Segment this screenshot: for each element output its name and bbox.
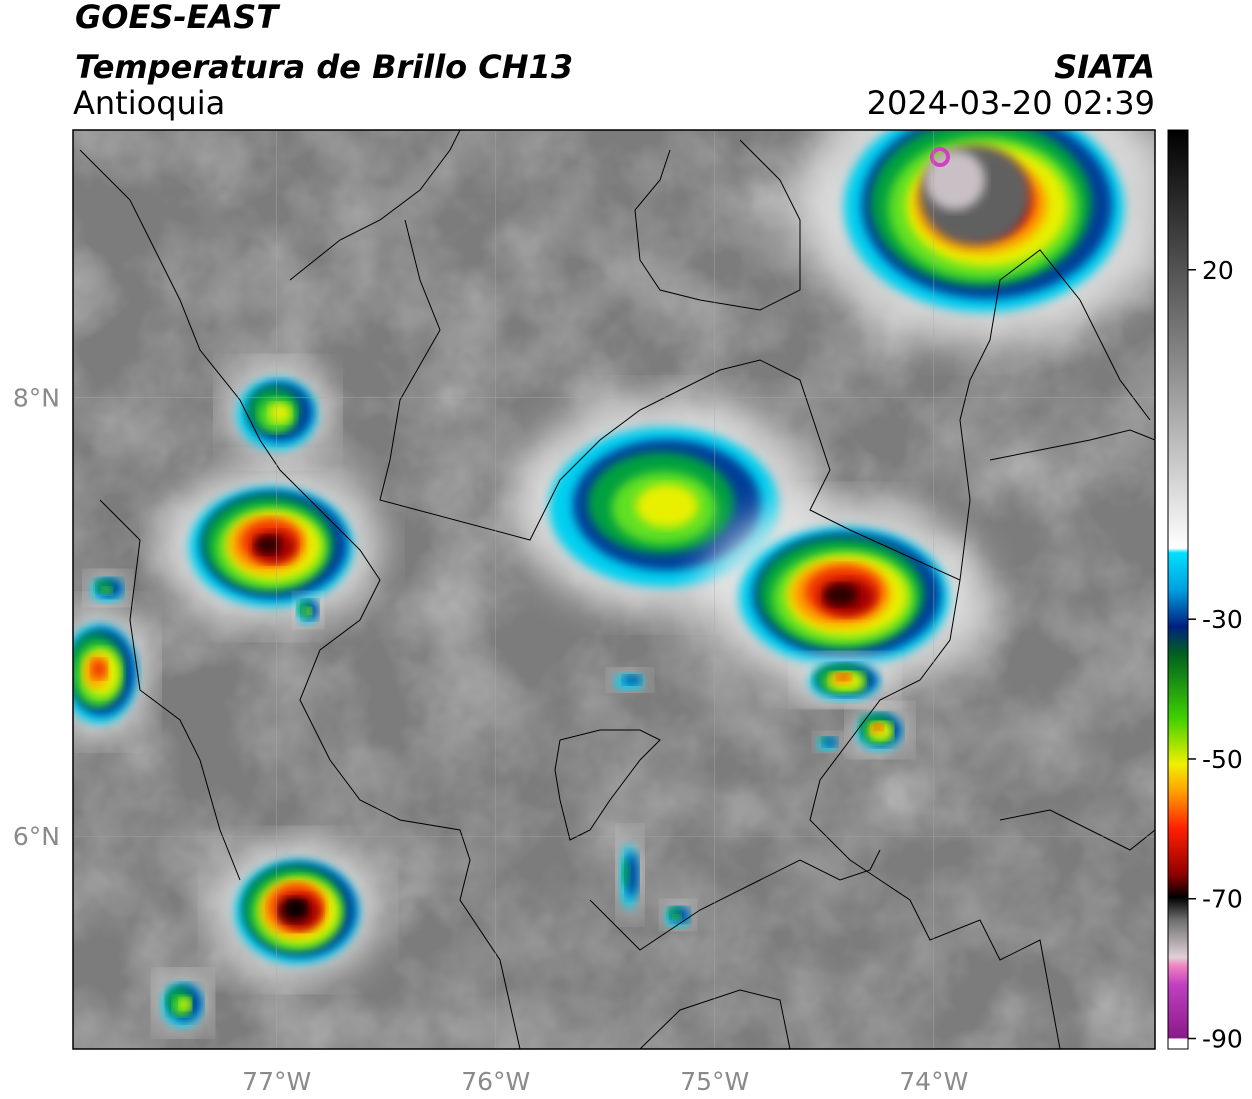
x-tick-label: 74°W: [899, 1067, 968, 1096]
cloud-top: [635, 484, 699, 528]
cloud-top: [101, 587, 113, 595]
cloud-top: [622, 859, 630, 887]
cloud-top: [837, 673, 851, 681]
satellite: GOES-EAST: [75, 0, 280, 36]
colorbar-tick-label: -50: [1202, 745, 1243, 774]
cloud-top: [179, 998, 191, 1010]
colorbar: [1167, 129, 1189, 1050]
y-tick-label: 6°N: [13, 822, 60, 851]
map-image: [73, 130, 1155, 1049]
borders: [79, 130, 1155, 1049]
datetime: 2024-03-20 02:39: [867, 84, 1155, 122]
cloud-core: [930, 147, 950, 167]
source: SIATA: [1054, 48, 1155, 86]
cloud-top: [269, 403, 291, 423]
colorbar-tick-label: -70: [1202, 885, 1243, 914]
map-frame: [72, 129, 1156, 1050]
cloud-top: [819, 737, 829, 743]
colorbar-tick-label: -90: [1202, 1025, 1243, 1054]
cloud-top: [307, 607, 313, 615]
region: Antioquia: [73, 84, 225, 122]
cloud-top: [91, 659, 107, 679]
cloud-top: [623, 675, 641, 685]
cloud-top: [874, 723, 884, 731]
cloud-top: [288, 900, 306, 916]
product: Temperatura de Brillo CH13: [75, 48, 573, 86]
cloud-top: [673, 914, 681, 922]
colorbar-tick-label: -30: [1202, 605, 1243, 634]
colorbar-tick-label: 20: [1202, 256, 1234, 285]
cloud-top: [824, 583, 858, 607]
x-tick-label: 77°W: [242, 1067, 311, 1096]
cloud-top: [255, 535, 281, 555]
x-tick-label: 76°W: [461, 1067, 530, 1096]
y-tick-label: 8°N: [13, 384, 60, 413]
x-tick-label: 75°W: [680, 1067, 749, 1096]
